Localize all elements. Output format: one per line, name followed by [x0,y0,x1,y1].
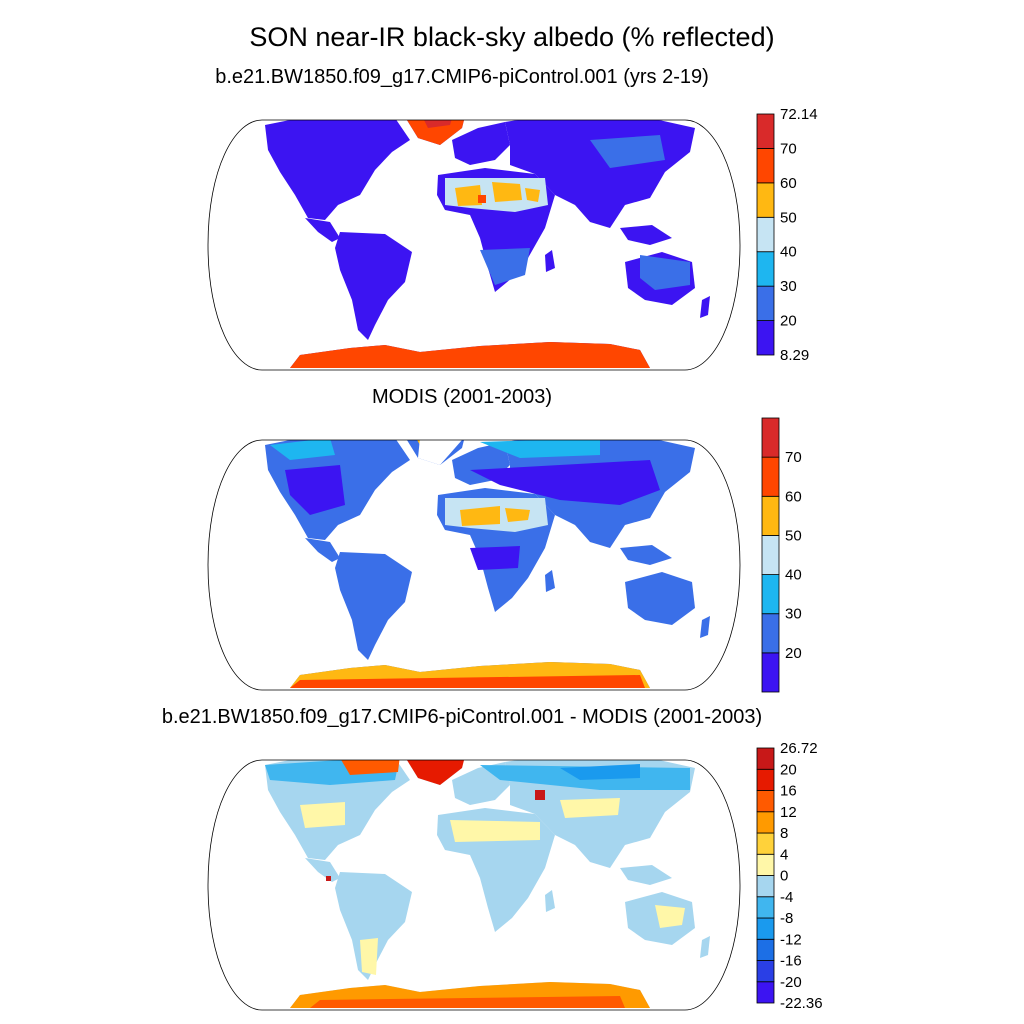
colorbar-label: -16 [780,953,802,970]
panel-3-title: b.e21.BW1850.f09_g17.CMIP6-piControl.001… [161,706,763,728]
colorbar-swatch [761,456,780,497]
colorbar-swatch [756,182,775,218]
panel-3-globe-border [207,759,741,1011]
colorbar-label: 50 [780,209,797,226]
colorbar-swatch [756,148,775,184]
colorbar-label: 40 [785,567,802,584]
colorbar-label: 20 [780,313,797,330]
colorbar-label: 70 [785,449,802,466]
colorbar-label: 70 [780,140,797,157]
panel-3-outlier-cell [326,876,331,881]
colorbar-label: -12 [780,931,802,948]
colorbar-swatch [761,417,780,458]
colorbar-swatch [761,574,780,615]
colorbar-label: -8 [780,910,793,927]
colorbar-swatch [756,747,775,770]
panel-1-map [207,119,741,371]
panel-2-colorbar: 20 30 40 50 60 70 [761,417,802,693]
colorbar-swatch [756,216,775,253]
panel-1-colorbar: 8.29 20 30 40 50 60 70 72.14 [756,106,818,364]
colorbar-label: -4 [780,889,793,906]
panel-1-globe-border [207,119,741,371]
colorbar-swatch [756,790,775,813]
colorbar-label: 4 [780,846,788,863]
colorbar-swatch [756,960,775,983]
colorbar-label: 50 [785,527,802,544]
colorbar-label: 30 [785,606,802,623]
colorbar-swatch [756,853,775,876]
colorbar-swatch [756,917,775,940]
panel-1-title: b.e21.BW1850.f09_g17.CMIP6-piControl.001… [215,66,709,88]
colorbar-swatch [756,251,775,287]
colorbar-swatch [761,613,780,654]
colorbar-swatch [756,113,775,149]
colorbar-swatch [756,811,775,834]
colorbar-label: 12 [780,804,797,821]
colorbar-label: 16 [780,783,797,800]
colorbar-swatch [756,875,775,898]
colorbar-label: 60 [780,175,797,192]
colorbar-swatch [761,535,780,575]
colorbar-swatch [761,652,780,693]
figure-title: SON near-IR black-sky albedo (% reflecte… [249,22,775,52]
colorbar-swatch [756,896,775,919]
panel-2-map [207,439,741,691]
colorbar-swatch [756,768,775,791]
colorbar-label: 20 [780,761,797,778]
panel-3-map [207,759,741,1011]
colorbar-label: 40 [780,244,797,261]
colorbar-swatch [756,938,775,961]
panel-2-globe-border [207,439,741,691]
colorbar-label: 60 [785,488,802,505]
colorbar-label: 26.72 [780,740,818,757]
colorbar-label: 8.29 [780,347,809,364]
colorbar-swatch [756,832,775,855]
colorbar-label: -20 [780,974,802,991]
colorbar-label: 30 [780,278,797,295]
colorbar-label: 20 [785,645,802,662]
panel-3-colorbar: -22.36 -20 -16 -12 -8 -4 0 4 8 12 16 20 26.72 [756,740,823,1012]
colorbar-swatch [756,981,775,1004]
colorbar-label: 72.14 [780,106,818,123]
colorbar-swatch [756,285,775,321]
colorbar-label: 8 [780,825,788,842]
colorbar-label: 0 [780,868,788,885]
colorbar-swatch [761,495,780,536]
panel-2-title: MODIS (2001-2003) [371,386,553,408]
colorbar-swatch [756,320,775,356]
colorbar-label: -22.36 [780,995,823,1012]
